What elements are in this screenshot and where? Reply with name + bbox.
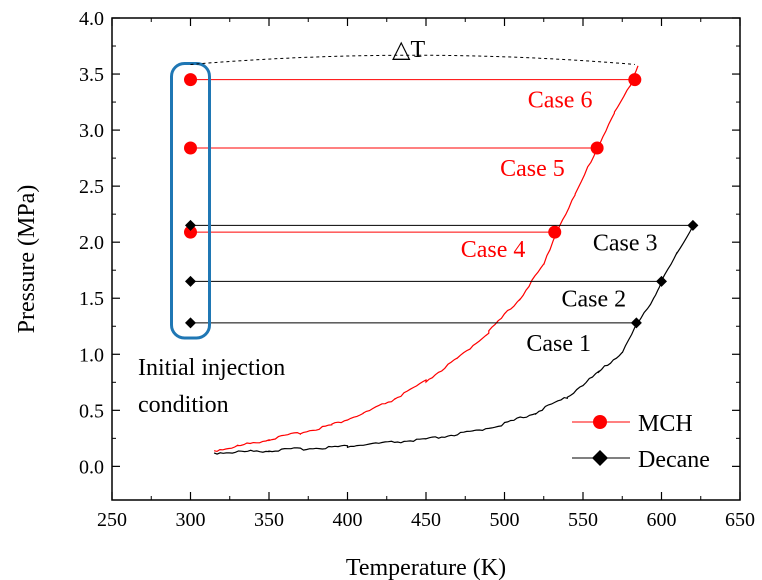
case-label: Case 4 [461, 237, 526, 263]
x-tick-label: 550 [568, 509, 598, 531]
legend-marker-mch [593, 415, 607, 429]
y-tick-label: 4.0 [79, 8, 104, 30]
case-marker-initial [185, 219, 196, 231]
case-label: Case 5 [500, 156, 565, 182]
x-tick-label: 350 [254, 509, 284, 531]
y-tick-label: 3.5 [79, 64, 104, 86]
case-marker-final [656, 275, 667, 287]
x-tick-label: 650 [725, 509, 755, 531]
series-mch: Case 4 Case 5 Case 6 [184, 65, 642, 453]
legend-marker-decane [592, 450, 608, 466]
case-marker-final [590, 141, 604, 155]
series-decane: Case 1 Case 2 Case 3 [185, 219, 699, 455]
x-tick-label: 450 [411, 509, 441, 531]
case-marker-final [687, 219, 699, 231]
initial-condition-label-line2: condition [138, 392, 229, 418]
x-tick-label: 300 [176, 509, 206, 531]
case-label: Case 3 [593, 230, 658, 256]
case-marker-initial [184, 73, 197, 87]
case-marker-initial [185, 275, 196, 287]
initial-condition-box [170, 61, 211, 340]
x-axis-title: Temperature (K) [346, 555, 506, 580]
axes: 250 300 350 400 450 500 550 600 650 0.0 0.5 1.0 1.5 2… [14, 8, 755, 580]
plot-area: Case 4 Case 5 Case 6 Case 1 Case 2 Case 3 [184, 65, 699, 455]
annotations: Initial injection condition △T [138, 35, 635, 418]
case-label: Case 2 [562, 286, 627, 312]
legend-label-decane: Decane [638, 447, 710, 473]
x-tick-label: 600 [647, 509, 677, 531]
delta-t-arc [190, 54, 635, 65]
y-tick-label: 2.5 [79, 176, 104, 198]
case-label: Case 1 [526, 331, 591, 357]
case-label: Case 6 [528, 88, 593, 114]
y-tick-label: 3.0 [79, 120, 104, 142]
x-tick-label: 250 [97, 509, 127, 531]
case-marker-initial [184, 141, 197, 155]
x-tick-label: 400 [333, 509, 363, 531]
y-tick-label: 0.0 [79, 456, 104, 478]
series-curve-decane [213, 225, 694, 455]
legend-label-mch: MCH [638, 411, 693, 437]
delta-t-label: △T [392, 37, 425, 63]
case-marker-final [630, 317, 642, 329]
y-tick-label: 1.0 [79, 344, 104, 366]
y-tick-label: 1.5 [79, 288, 104, 310]
delta-t-label-bg [382, 35, 440, 63]
legend: MCH Decane [572, 411, 710, 473]
case-marker-final [548, 225, 562, 239]
case-marker-initial [185, 317, 196, 329]
y-tick-label: 0.5 [79, 400, 104, 422]
y-tick-label: 2.0 [79, 232, 104, 254]
x-tick-label: 500 [490, 509, 520, 531]
case-marker-final [628, 73, 642, 87]
series-curve-mch [213, 65, 639, 453]
initial-condition-label-line1: Initial injection [138, 355, 285, 381]
y-axis-title: Pressure (MPa) [14, 185, 40, 334]
case-marker-initial [184, 225, 197, 239]
